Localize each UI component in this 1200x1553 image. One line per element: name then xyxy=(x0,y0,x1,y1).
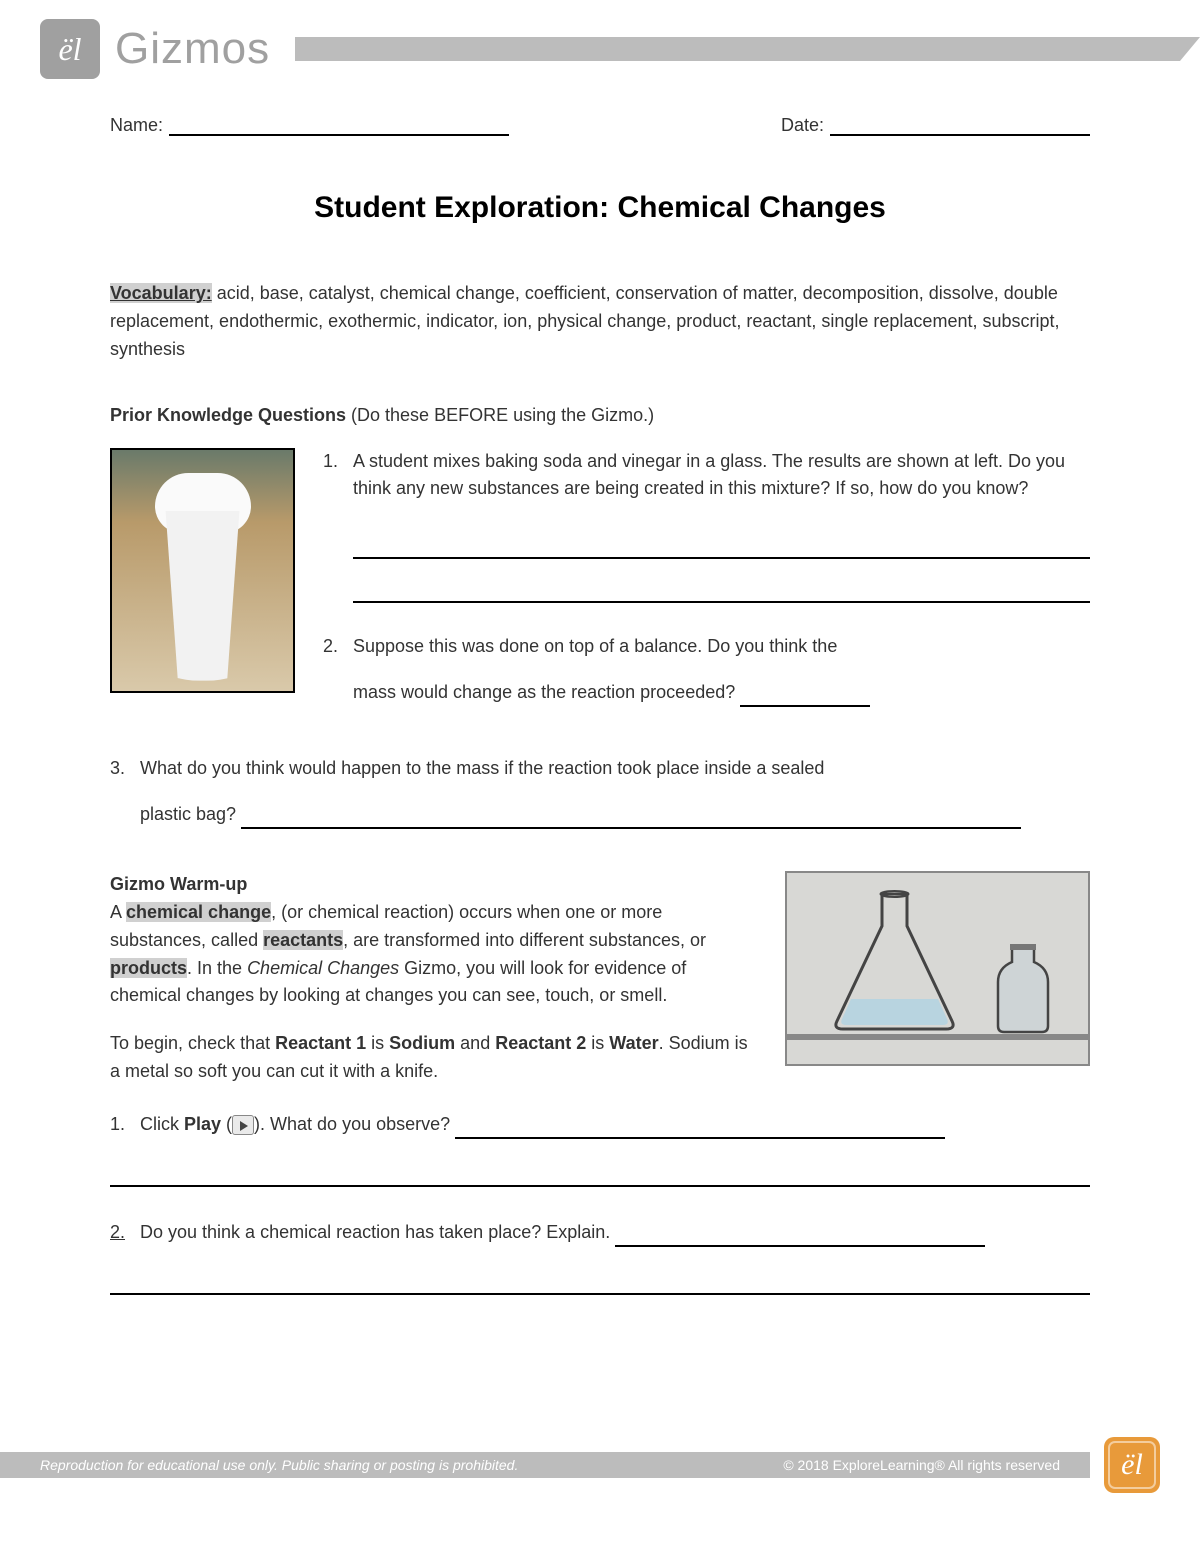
name-label: Name: xyxy=(110,115,163,136)
q2-text-b: mass would change as the reaction procee… xyxy=(353,682,740,702)
name-blank[interactable] xyxy=(169,116,509,136)
footer-right-text: © 2018 ExploreLearning® All rights reser… xyxy=(783,1457,1060,1473)
page-content: Name: Date: Student Exploration: Chemica… xyxy=(0,80,1200,1355)
date-blank[interactable] xyxy=(830,116,1090,136)
question-list: 1. A student mixes baking soda and vineg… xyxy=(323,448,1090,728)
prior-knowledge-row: 1. A student mixes baking soda and vineg… xyxy=(110,448,1090,728)
logo-icon: ël xyxy=(40,19,100,79)
question-3: 3. What do you think would happen to the… xyxy=(110,755,1090,829)
vocabulary-label: Vocabulary: xyxy=(110,283,212,303)
name-date-row: Name: Date: xyxy=(110,115,1090,136)
q3-answer-blank[interactable] xyxy=(241,811,1021,829)
q2-text-a: Suppose this was done on top of a balanc… xyxy=(353,633,1090,661)
wq1-answer-blank-1[interactable] xyxy=(455,1121,945,1139)
q2-number: 2. xyxy=(323,633,353,707)
warmup-paragraph-2: To begin, check that Reactant 1 is Sodiu… xyxy=(110,1030,757,1086)
pk-heading-rest: (Do these BEFORE using the Gizmo.) xyxy=(351,405,654,425)
experiment-photo xyxy=(110,448,295,693)
warmup-paragraph-1: A chemical change, (or chemical reaction… xyxy=(110,899,757,1011)
warmup-row: Gizmo Warm-up A chemical change, (or che… xyxy=(110,871,1090,1086)
page-title: Student Exploration: Chemical Changes xyxy=(110,191,1090,225)
warmup-heading: Gizmo Warm-up xyxy=(110,871,757,899)
flask-icon xyxy=(827,889,962,1034)
question-2: 2. Suppose this was done on top of a bal… xyxy=(323,633,1090,707)
wq1-answer-line-2[interactable] xyxy=(110,1161,1090,1187)
play-icon xyxy=(232,1115,254,1135)
brand-name: Gizmos xyxy=(115,24,270,74)
q3-number: 3. xyxy=(110,755,140,829)
q1-number: 1. xyxy=(323,448,353,604)
q1-answer-line-2[interactable] xyxy=(353,577,1090,603)
date-field: Date: xyxy=(781,115,1090,136)
bottle-icon xyxy=(992,944,1054,1034)
flask-illustration xyxy=(785,871,1090,1066)
warmup-question-2: 2. Do you think a chemical reaction has … xyxy=(110,1219,1090,1295)
date-label: Date: xyxy=(781,115,824,136)
warmup-question-1: 1. Click Play (). What do you observe? xyxy=(110,1111,1090,1187)
q1-text: A student mixes baking soda and vinegar … xyxy=(353,451,1065,499)
header-stripe xyxy=(295,37,1200,61)
footer-left-text: Reproduction for educational use only. P… xyxy=(40,1457,518,1473)
prior-knowledge-heading: Prior Knowledge Questions (Do these BEFO… xyxy=(110,402,1090,430)
vocabulary-paragraph: Vocabulary: acid, base, catalyst, chemic… xyxy=(110,280,1090,364)
wq2-text: Do you think a chemical reaction has tak… xyxy=(140,1222,615,1242)
vocabulary-terms: acid, base, catalyst, chemical change, c… xyxy=(110,283,1060,359)
footer-logo-icon: ël xyxy=(1104,1437,1160,1493)
q3-text-b: plastic bag? xyxy=(140,804,241,824)
q2-answer-blank[interactable] xyxy=(740,689,870,707)
question-1: 1. A student mixes baking soda and vineg… xyxy=(323,448,1090,604)
wq2-answer-blank-1[interactable] xyxy=(615,1229,985,1247)
warmup-text: Gizmo Warm-up A chemical change, (or che… xyxy=(110,871,757,1086)
header: ël Gizmos xyxy=(0,0,1200,80)
wq2-answer-line-2[interactable] xyxy=(110,1269,1090,1295)
footer: Reproduction for educational use only. P… xyxy=(0,1435,1200,1495)
q3-text-a: What do you think would happen to the ma… xyxy=(140,755,1090,783)
q1-answer-line-1[interactable] xyxy=(353,533,1090,559)
name-field: Name: xyxy=(110,115,509,136)
footer-bar: Reproduction for educational use only. P… xyxy=(0,1452,1090,1478)
pk-heading-bold: Prior Knowledge Questions xyxy=(110,405,351,425)
